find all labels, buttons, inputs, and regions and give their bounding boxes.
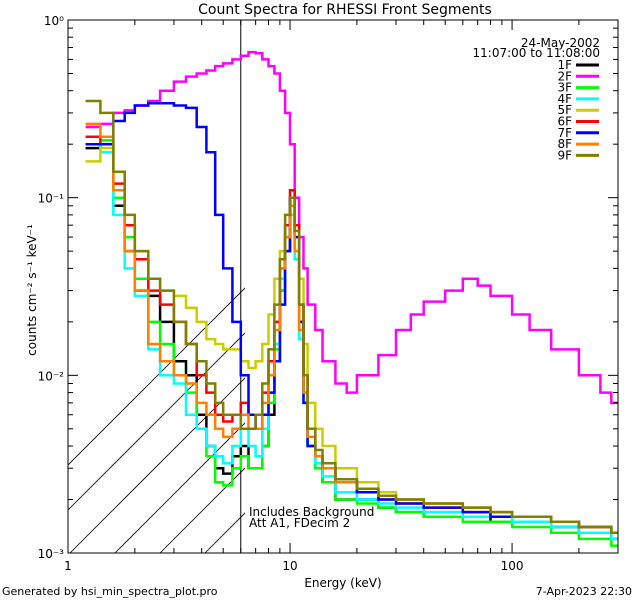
y-tick-label: 10⁻¹ <box>38 192 65 206</box>
legend-label-5F: 5F <box>557 103 572 117</box>
x-tick-label: 10 <box>282 559 297 573</box>
y-axis-label: counts cm⁻² s⁻¹ keV⁻¹ <box>25 224 39 356</box>
legend-label-2F: 2F <box>557 69 572 83</box>
legend-label-1F: 1F <box>557 58 572 72</box>
footer-left: Generated by hsi_min_spectra_plot.pro <box>2 585 218 598</box>
series-group <box>85 50 618 547</box>
series-line-2F <box>85 50 618 405</box>
annotation-attenuator: Att A1, FDecim 2 <box>249 516 350 530</box>
series-line-5F <box>85 146 618 535</box>
hatch-line <box>295 0 640 553</box>
series-line-6F <box>85 135 618 535</box>
date-label: 24-May-2002 <box>521 36 600 50</box>
hatch-line <box>610 0 640 553</box>
hatch-line <box>520 0 640 553</box>
legend-label-7F: 7F <box>557 126 572 140</box>
axes-group: 1 10 100 10⁻³ 10⁻² 10⁻¹ 10⁰ <box>38 14 619 573</box>
annotation-background: Includes Background <box>249 505 374 519</box>
footer-right: 7-Apr-2023 22:30 <box>536 585 632 598</box>
legend-label-3F: 3F <box>557 81 572 95</box>
hatch-line <box>340 0 640 553</box>
hatch-line <box>69 377 245 553</box>
hatch-line <box>204 512 245 553</box>
series-line-3F <box>85 139 618 547</box>
y-tick-label: 10⁰ <box>44 14 64 28</box>
x-tick-label: 100 <box>501 559 524 573</box>
legend-label-9F: 9F <box>557 148 572 162</box>
legend-label-4F: 4F <box>557 92 572 106</box>
hatch-line <box>68 287 245 466</box>
legend-label-6F: 6F <box>557 115 572 129</box>
x-tick-label: 1 <box>64 559 72 573</box>
series-line-9F <box>85 99 618 535</box>
hatch-line <box>385 0 640 553</box>
time-range-label: 11:07:00 to 11:08:00 <box>473 46 600 60</box>
plot-frame <box>67 19 619 554</box>
x-axis-label: Energy (keV) <box>304 576 381 590</box>
legend-label-8F: 8F <box>557 137 572 151</box>
hatch-line <box>565 0 640 553</box>
background-hatch-region <box>68 0 640 553</box>
hatch-line <box>430 0 640 553</box>
chart-title: Count Spectra for RHESSI Front Segments <box>198 2 492 18</box>
y-tick-label: 10⁻³ <box>38 547 65 561</box>
hatch-line <box>68 332 245 511</box>
y-tick-label: 10⁻² <box>38 369 65 383</box>
series-line-8F <box>85 122 618 535</box>
